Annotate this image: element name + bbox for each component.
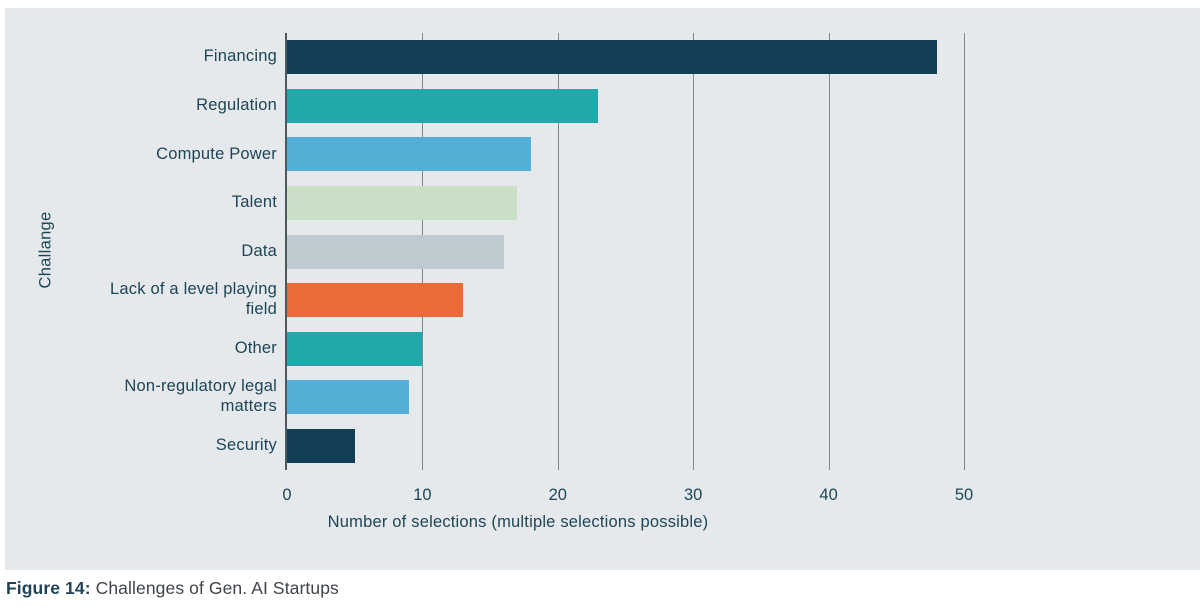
category-label-non-regulatory-legal: Non-regulatory legal matters — [124, 377, 277, 416]
bar-regulation — [287, 88, 599, 123]
x-axis-ticks: 0 10 20 30 40 50 — [282, 486, 973, 508]
category-label-data: Data — [241, 241, 277, 260]
bar-row — [287, 130, 964, 179]
x-tick-label-30: 30 — [684, 486, 703, 504]
gridline-40 — [828, 33, 830, 470]
figure-caption: Figure 14: Challenges of Gen. AI Startup… — [6, 578, 339, 599]
figure-caption-tag: Figure 14: — [6, 578, 91, 598]
x-tick-label-20: 20 — [548, 486, 567, 504]
x-tick-label-10: 10 — [413, 486, 432, 504]
bar-talent — [287, 185, 518, 220]
gridline-50 — [964, 33, 965, 470]
bar-data — [287, 234, 504, 269]
bar-row — [287, 373, 964, 422]
category-labels-column: Financing Regulation Compute Power Talent Da… — [5, 33, 277, 470]
bars-group — [287, 33, 964, 470]
bar-row — [287, 276, 964, 325]
bar-row — [287, 422, 964, 471]
bar-row — [287, 33, 964, 82]
bar-other — [287, 331, 423, 366]
x-tick-label-0: 0 — [282, 486, 292, 504]
category-label-financing: Financing — [203, 47, 277, 66]
plot-area — [285, 33, 965, 470]
x-tick-label-40: 40 — [819, 486, 838, 504]
chart-panel: Challange Financing Regulation Compute Pow… — [5, 8, 1200, 570]
category-label-lack-of-a-level-playing: Lack of a level playing field — [110, 280, 277, 319]
bar-security — [287, 428, 355, 463]
category-label-other: Other — [234, 338, 277, 357]
figure-caption-text: Challenges of Gen. AI Startups — [95, 578, 339, 598]
y-axis-line — [285, 33, 287, 470]
bar-row — [287, 324, 964, 373]
category-label-compute-power: Compute Power — [156, 144, 277, 163]
category-label-security: Security — [215, 435, 277, 454]
bar-financing — [287, 40, 937, 75]
gridline-20 — [557, 33, 559, 470]
bar-lack-of-a-level-playing — [287, 283, 464, 318]
x-axis-title: Number of selections (multiple selection… — [327, 513, 709, 531]
bar-non-regulatory-legal — [287, 380, 409, 415]
bar-row — [287, 82, 964, 131]
x-tick-label-50: 50 — [954, 486, 974, 504]
gridline-30 — [693, 33, 695, 470]
category-label-talent: Talent — [231, 193, 277, 212]
bar-row — [287, 227, 964, 276]
bar-compute-power — [287, 137, 531, 172]
category-label-regulation: Regulation — [196, 95, 277, 114]
bar-row — [287, 179, 964, 228]
